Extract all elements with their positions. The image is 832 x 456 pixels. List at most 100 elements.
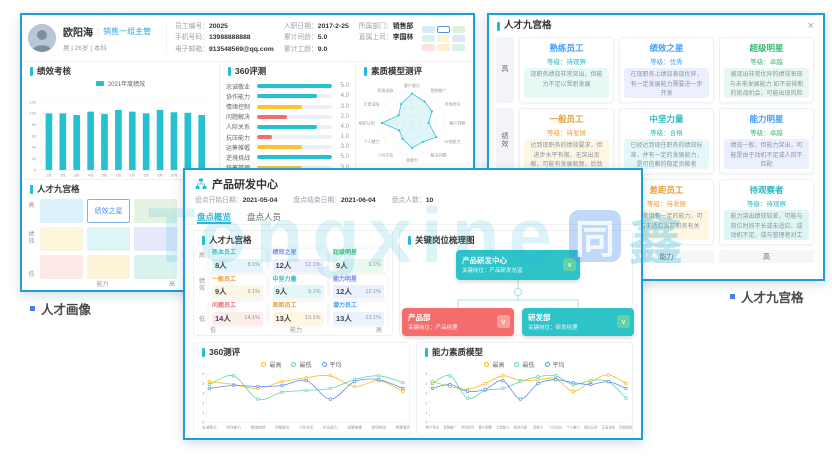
tab-people[interactable]: 盘点人员 (247, 211, 282, 222)
nine-grid-x-axis: 能力 高 (22, 279, 183, 290)
review-grid-cell[interactable]: 绩效之星 12人 12.1% (269, 248, 327, 272)
review-grid-cell[interactable]: 超级明星 9人 9.1% (330, 248, 387, 272)
profile-field-column: 员工编号：20025 手机号码：13988888888 电子邮箱：913548569… (175, 22, 274, 55)
survey-bar-track (257, 165, 332, 170)
legend-marker-icon (321, 362, 327, 368)
svg-text:9月: 9月 (157, 173, 162, 178)
nine-grid-cell[interactable] (40, 199, 83, 224)
legend-item[interactable]: 平均 (544, 360, 565, 370)
survey-bar-label: 忠诚敬业 (226, 84, 251, 91)
field-value: 9.0 (317, 45, 328, 53)
review-360-title: 360测评 (194, 343, 409, 360)
review-grid-cell[interactable]: 热血员工 8人 8.1% (209, 248, 266, 272)
svg-text:逆境挑战: 逆境挑战 (371, 424, 386, 429)
survey-bar-track (257, 135, 332, 140)
survey-bar-label: 抗压能力 (226, 135, 251, 142)
matrix-card-level: 等级：待观察 (747, 201, 786, 209)
nine-grid-cell[interactable] (87, 255, 130, 280)
y-axis-high: 高 (198, 252, 205, 259)
matrix-card-desc: 达到现职务的绩效要求，但进步水平有限，无突出贡献，可能有发展瓶颈，后劲不足 (524, 139, 609, 170)
employee-name: 欧阳海 (63, 28, 93, 39)
nine-grid-cell[interactable] (134, 227, 177, 252)
grid-cell-strip: 14人 14.1% (212, 311, 263, 325)
svg-text:营销推广: 营销推广 (443, 424, 457, 429)
org-node-title: 产品研发中心 (462, 256, 507, 266)
review-grid-cell[interactable]: 问题员工 14人 14.1% (209, 301, 266, 325)
chevron-down-icon[interactable]: ∨ (497, 315, 510, 329)
nine-grid-cell[interactable] (40, 227, 83, 252)
org-node-root[interactable]: 产品研发中心 关键岗位：产品研发总监 ∨ (456, 249, 580, 280)
survey-bar-value: 3.0 (335, 165, 349, 171)
svg-text:个人魅力: 个人魅力 (566, 424, 579, 429)
legend-name: 平均 (329, 363, 342, 370)
legend-item[interactable]: 最高 (261, 360, 281, 369)
field-value: 20025 (208, 22, 228, 30)
review-grid-cell[interactable]: 中坚力量 9人 9.1% (269, 275, 327, 299)
svg-text:5: 5 (202, 372, 204, 376)
org-node-subtitle: 关键岗位：产品经理 (408, 325, 458, 332)
survey-bar-label: 问题解决 (226, 115, 251, 122)
svg-text:客户洞察: 客户洞察 (449, 119, 465, 125)
matrix-card-title: 一般员工 (549, 114, 584, 125)
legend-name: 最高 (269, 363, 282, 370)
survey-bar-value: 3.0 (340, 144, 349, 151)
svg-text:抗压能力: 抗压能力 (323, 424, 338, 429)
svg-text:8月: 8月 (143, 173, 148, 178)
survey-360-card: 360评测 忠诚敬业 5.0 协作能力 4.0 情绪控制 3.0 问题解决 2.0 人际关系 4.… (220, 62, 356, 179)
legend-item[interactable]: 最高 (484, 360, 504, 369)
survey-bar-label: 运筹帷幄 (226, 145, 251, 152)
legend-marker-icon (514, 362, 520, 368)
grid-cell-title: 差距员工 (272, 303, 297, 310)
grid-cell-title: 绩效之星 (272, 250, 297, 257)
mini-nine-grid-indicator (422, 25, 467, 51)
nine-grid-cell[interactable] (134, 199, 177, 224)
grid-cell-count: 14人 (215, 313, 231, 323)
review-grid-cell[interactable]: 一般员工 9人 9.1% (209, 275, 266, 299)
chevron-down-icon[interactable]: ∨ (617, 315, 630, 329)
tab-overview[interactable]: 盘点概览 (197, 211, 232, 224)
nine-grid-cell[interactable]: 绩效之星 (87, 199, 130, 224)
review-360-line-chart: 0 1 2 3 4 5 忠诚敬业 协作能力 情绪控制 问题解决 人际关系 抗压能力 运筹帷幄 逆境挑战 统筹… (202, 372, 409, 429)
legend-item[interactable]: 最低 (291, 360, 312, 369)
survey-bar-row: 抗压能力 1.0 (226, 132, 349, 142)
caption-bullet (30, 306, 35, 311)
org-node-rd[interactable]: 研发部 关键岗位：研发经理 ∨ (522, 307, 634, 336)
review-grid-cell[interactable]: 潜力员工 13人 13.1% (330, 301, 387, 325)
matrix-card-desc: 展现出非常优异的绩效表现与未来发展能力 如不安排新的挑战机会，可能出现风险或离职 (724, 68, 809, 99)
nine-grid-cell[interactable] (87, 227, 130, 252)
survey-bar-value: 5.0 (340, 83, 349, 90)
review-grid-cell[interactable]: 差距员工 13人 13.1% (269, 301, 327, 325)
mini-grid-cell (452, 25, 465, 33)
matrix-card-title: 绩效之星 (649, 43, 684, 54)
legend-item[interactable]: 最低 (514, 360, 535, 369)
quality-model-title: 素质模型测评 (356, 62, 473, 79)
matrix-row-label: 高 (496, 37, 514, 104)
legend-name: 平均 (552, 363, 565, 370)
field-value: 5.0 (317, 34, 328, 42)
profile-fields: 员工编号：20025 手机号码：13988888888 电子邮箱：913548569… (166, 21, 415, 55)
key-position-title: 关键岗位梳理图 (400, 231, 632, 248)
chevron-down-icon[interactable]: ∨ (563, 258, 576, 272)
performance-legend[interactable]: 2021年度绩效 (22, 79, 219, 88)
close-icon[interactable]: × (807, 19, 814, 32)
grid-cell-title: 问题员工 (212, 303, 237, 310)
org-node-product[interactable]: 产品部 关键岗位：产品经理 ∨ (402, 307, 514, 336)
svg-text:市场研究: 市场研究 (461, 424, 475, 429)
mini-grid-cell (452, 34, 465, 42)
matrix-row-label: 绩效 (496, 108, 514, 175)
svg-text:100: 100 (30, 112, 36, 116)
nine-grid-cell[interactable] (134, 255, 177, 280)
review-grid-cells: 热血员工 8人 8.1% 绩效之星 12人 12.1% 超级明星 9人 9.1% 一般员工 9人 9.… (209, 248, 387, 325)
grid-cell-count: 8人 (215, 260, 227, 270)
profile-field: 累计工龄：9.0 (284, 45, 349, 55)
nine-grid-cell[interactable] (40, 255, 83, 280)
legend-item[interactable]: 平均 (321, 360, 342, 370)
matrix-card-level: 等级：优秀 (650, 59, 683, 67)
x-axis-label: 能力 (96, 282, 109, 289)
survey-bar-value: 2.0 (340, 113, 349, 120)
y-axis-label: 绩效 (198, 279, 205, 293)
review-grid-cell[interactable]: 能力明星 12人 12.1% (330, 275, 387, 299)
matrix-card-desc: 在现职务上绩效表现优异，有一定发展能力需要进一步开发 (624, 68, 709, 99)
y-axis-label: 绩效 (28, 232, 35, 246)
nine-grid-cells: 绩效之星 (40, 199, 177, 280)
